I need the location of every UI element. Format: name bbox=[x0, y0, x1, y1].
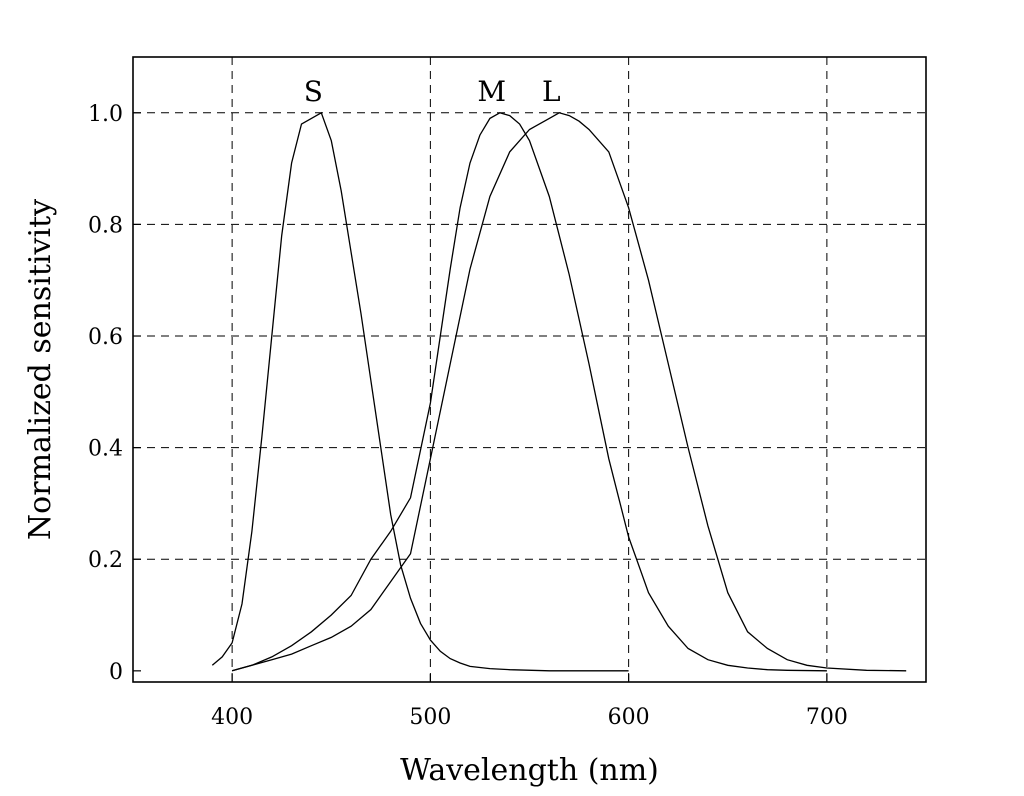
y-tick-label: 0.4 bbox=[88, 437, 123, 462]
y-tick-label: 1.0 bbox=[88, 102, 123, 127]
series-label-s: S bbox=[304, 75, 323, 108]
y-tick-label: 0.8 bbox=[88, 213, 123, 238]
series-label-m: M bbox=[477, 75, 506, 108]
x-tick-label: 400 bbox=[211, 705, 253, 730]
y-tick-label: 0.2 bbox=[88, 548, 123, 573]
series-label-l: L bbox=[542, 75, 561, 108]
series-line-l bbox=[231, 112, 907, 672]
x-axis-title: Wavelength (nm) bbox=[400, 753, 659, 788]
grid bbox=[133, 57, 926, 682]
y-tick-label: 0 bbox=[109, 660, 123, 685]
series-line-s bbox=[211, 111, 629, 672]
series-line-m bbox=[231, 112, 827, 672]
ticks bbox=[133, 112, 828, 682]
plot-frame bbox=[132, 56, 927, 683]
labels: 400 500 600 700 0 0.2 0.4 0.6 0.8 1.0 S M L bbox=[88, 75, 848, 730]
y-tick-label: 0.6 bbox=[88, 325, 123, 350]
x-tick-label: 700 bbox=[806, 705, 848, 730]
x-tick-label: 600 bbox=[608, 705, 650, 730]
y-axis-title: Normalized sensitivity bbox=[23, 199, 58, 540]
x-tick-label: 500 bbox=[409, 705, 451, 730]
curves bbox=[211, 111, 907, 672]
